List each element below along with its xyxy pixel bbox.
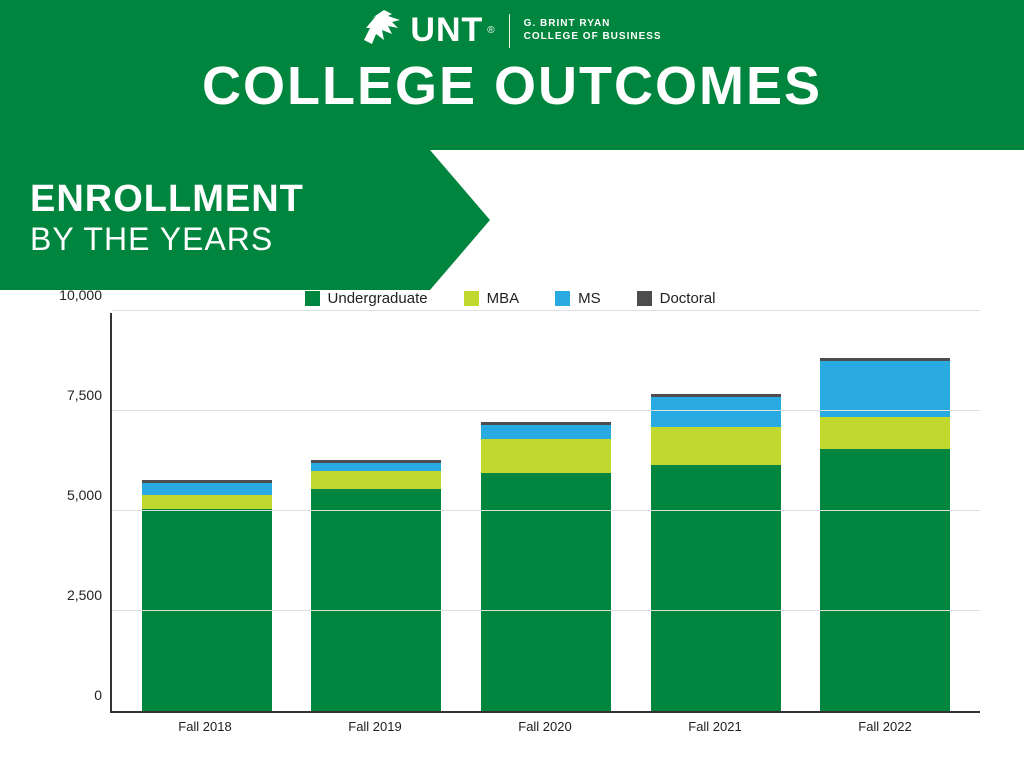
legend-item: Undergraduate	[305, 290, 428, 307]
bar-segment-mba	[481, 439, 611, 473]
section-band: ENROLLMENT BY THE YEARS	[0, 150, 1024, 290]
xtick-label: Fall 2019	[310, 719, 440, 734]
bar-segment-ms	[142, 483, 272, 495]
bar-column	[651, 394, 781, 711]
bar-segment-undergraduate	[651, 465, 781, 711]
bar-segment-undergraduate	[311, 489, 441, 711]
section-label: ENROLLMENT BY THE YEARS	[30, 178, 304, 258]
gridline	[112, 410, 980, 411]
legend-swatch	[555, 291, 570, 306]
legend-label: Doctoral	[660, 290, 716, 307]
ytick-label: 5,000	[67, 487, 112, 503]
chart-plot: 02,5005,0007,50010,000	[110, 313, 980, 713]
bar-segment-undergraduate	[481, 473, 611, 711]
legend-item: MBA	[464, 290, 520, 307]
registered-mark: ®	[487, 25, 494, 36]
bar-segment-mba	[651, 427, 781, 465]
section-line1: ENROLLMENT	[30, 178, 304, 221]
chart-legend: Undergraduate MBA MS Doctoral	[60, 290, 960, 307]
enrollment-chart: Undergraduate MBA MS Doctoral 0 2,500 5,000 7,…	[60, 290, 960, 760]
bar-column	[311, 460, 441, 711]
bar-segment-mba	[142, 495, 272, 509]
eagle-icon	[362, 10, 402, 51]
xtick-label: Fall 2020	[480, 719, 610, 734]
xtick-label: Fall 2021	[650, 719, 780, 734]
xtick-label: Fall 2022	[820, 719, 950, 734]
logo-divider	[509, 14, 510, 48]
gridline	[112, 510, 980, 511]
legend-item: Doctoral	[637, 290, 716, 307]
logo-subtext: G. BRINT RYAN COLLEGE OF BUSINESS	[524, 18, 662, 43]
chart-xlabels: Fall 2018 Fall 2019 Fall 2020 Fall 2021 Fall…	[110, 713, 980, 734]
logo-sub-line2: COLLEGE OF BUSINESS	[524, 31, 662, 44]
ytick-label: 7,500	[67, 387, 112, 403]
legend-item: MS	[555, 290, 601, 307]
section-line2: BY THE YEARS	[30, 221, 304, 258]
xtick-label: Fall 2018	[140, 719, 270, 734]
ytick-label: 0	[94, 687, 112, 703]
page-title: COLLEGE OUTCOMES	[0, 55, 1024, 117]
logo-text: UNT	[410, 11, 483, 50]
bar-column	[142, 480, 272, 711]
bar-segment-undergraduate	[820, 449, 950, 711]
bar-segment-ms	[311, 463, 441, 471]
gridline	[112, 610, 980, 611]
gridline	[112, 310, 980, 311]
bar-segment-mba	[820, 417, 950, 449]
bar-segment-ms	[820, 361, 950, 417]
logo-row: UNT ® G. BRINT RYAN COLLEGE OF BUSINESS	[0, 0, 1024, 51]
bar-segment-ms	[481, 425, 611, 439]
bar-segment-mba	[311, 471, 441, 489]
ytick-label: 2,500	[67, 587, 112, 603]
bar-segment-ms	[651, 397, 781, 427]
legend-swatch	[637, 291, 652, 306]
legend-label: Undergraduate	[328, 290, 428, 307]
chart-bars	[112, 313, 980, 711]
header-band: UNT ® G. BRINT RYAN COLLEGE OF BUSINESS …	[0, 0, 1024, 150]
logo-sub-line1: G. BRINT RYAN	[524, 18, 662, 31]
ytick-label: 10,000	[59, 287, 112, 303]
legend-swatch	[464, 291, 479, 306]
legend-swatch	[305, 291, 320, 306]
legend-label: MS	[578, 290, 601, 307]
legend-label: MBA	[487, 290, 520, 307]
bar-column	[481, 422, 611, 711]
